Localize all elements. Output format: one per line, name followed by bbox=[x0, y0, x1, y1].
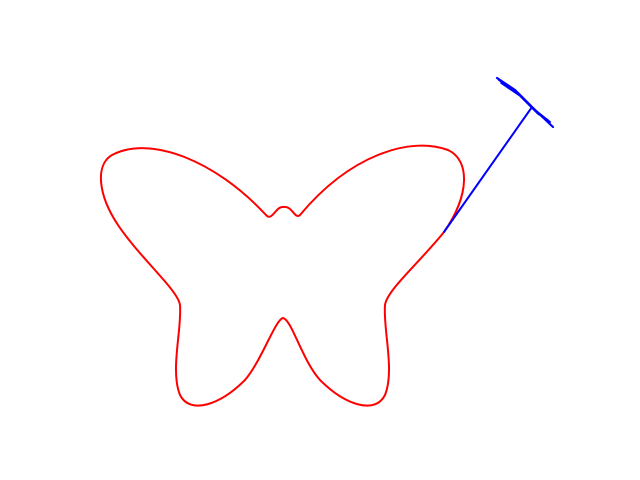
butterfly-curve bbox=[100, 144, 465, 407]
pen-arm bbox=[443, 106, 533, 233]
pen-tip bbox=[495, 76, 555, 129]
pen-tip-stroke-c bbox=[500, 82, 549, 121]
